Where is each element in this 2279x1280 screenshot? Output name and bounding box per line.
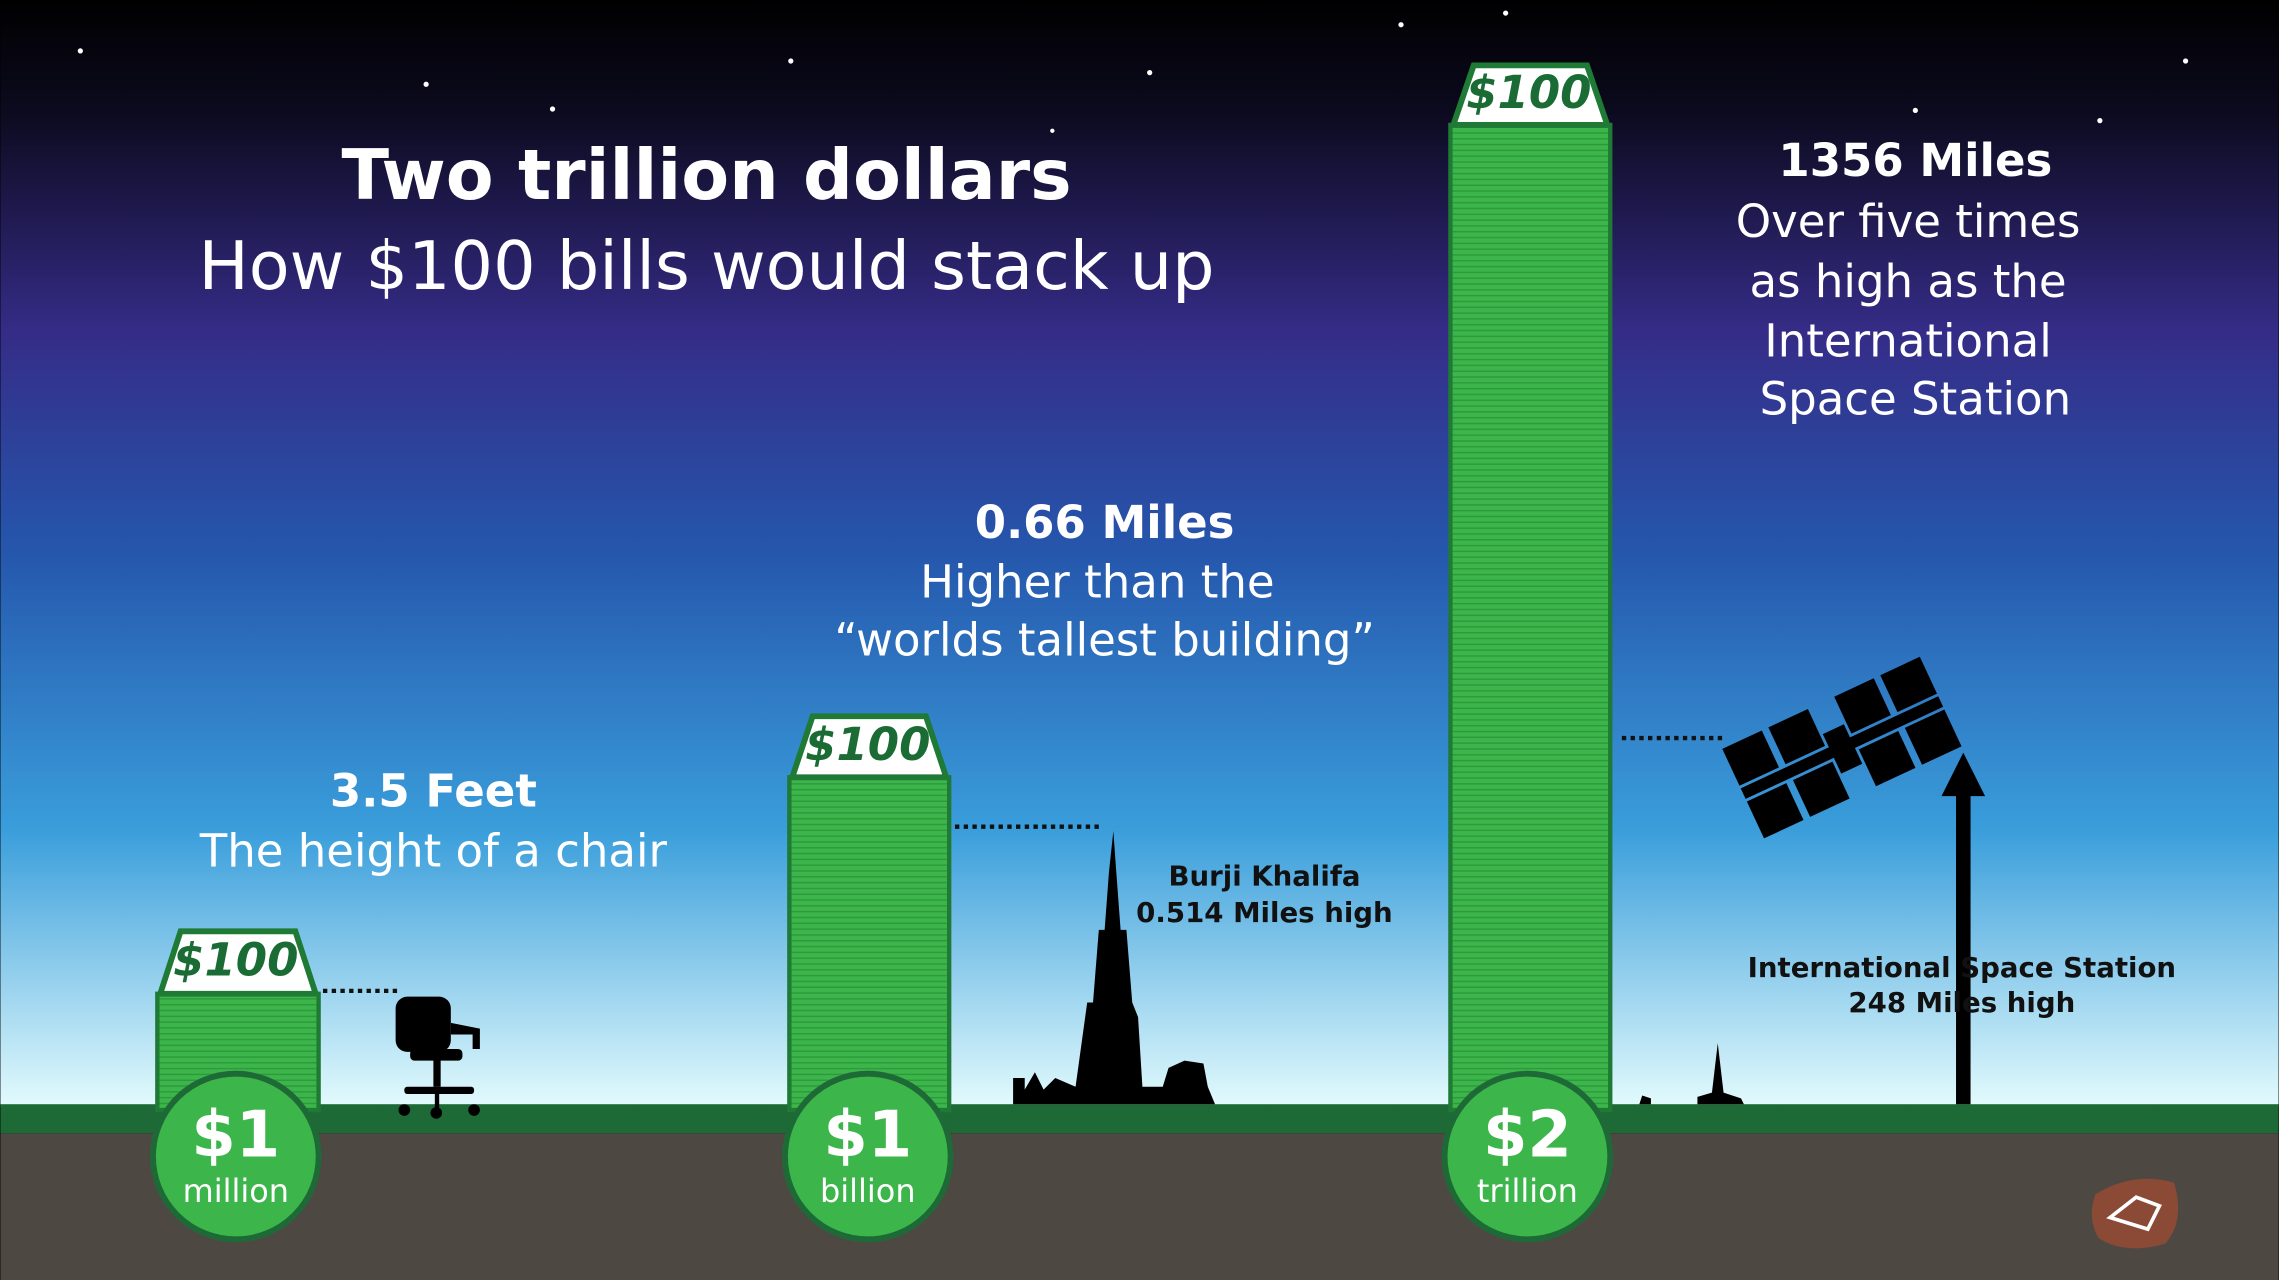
amount: $1 (191, 1099, 280, 1173)
amount-unit: trillion (1477, 1172, 1578, 1210)
amount-badge (1441, 1070, 1614, 1243)
height-arrow (1941, 752, 1986, 1105)
amount: $2 (1483, 1099, 1572, 1173)
comparison-line: Higher than the (920, 556, 1274, 609)
bill-tag (788, 713, 951, 781)
amount-unit: million (183, 1172, 289, 1210)
subtitle: How $100 bills would stack up (198, 227, 1214, 305)
sky (0, 0, 2279, 1108)
title: Two trillion dollars (341, 135, 1071, 216)
bill-tag (156, 928, 320, 997)
landmark-name: Burji Khalifa (1168, 860, 1360, 893)
amount-unit: billion (820, 1172, 916, 1210)
bill-stack (1448, 122, 1613, 1113)
landmark-height: 0.514 Miles high (1136, 896, 1393, 929)
chair-icon (395, 996, 480, 1119)
bill-label: $100 (1466, 66, 1591, 119)
comparison-line: “worlds tallest building” (834, 614, 1374, 667)
comparison-line: The height of a chair (199, 824, 668, 877)
stack-height: 3.5 Feet (330, 765, 537, 818)
bill-stack (787, 775, 952, 1113)
amount-badge (782, 1070, 954, 1243)
bill-label: $100 (805, 718, 930, 771)
stack-height: 1356 Miles (1778, 134, 2052, 187)
comparison-line: as high as the (1750, 255, 2067, 308)
logo (2091, 1178, 2179, 1249)
bill-label: $100 (173, 933, 298, 986)
tiny-burj-icon (1639, 1043, 1744, 1105)
amount-badge (150, 1070, 322, 1243)
ground (0, 1133, 2279, 1280)
grass (0, 1104, 2279, 1134)
comparison-line: Over five times (1736, 195, 2081, 248)
landmark-name: International Space Station (1748, 951, 2176, 984)
landmark-height: 248 Miles high (1848, 986, 2075, 1019)
bill-tag (1449, 62, 1612, 128)
comparison-line: International (1764, 314, 2051, 367)
amount: $1 (823, 1099, 912, 1173)
comparison-line: Space Station (1760, 372, 2072, 425)
stars (77, 10, 2189, 133)
stack-height: 0.66 Miles (975, 496, 1235, 549)
burj-khalifa-icon (1013, 831, 1216, 1105)
iss-icon (1722, 656, 1962, 839)
